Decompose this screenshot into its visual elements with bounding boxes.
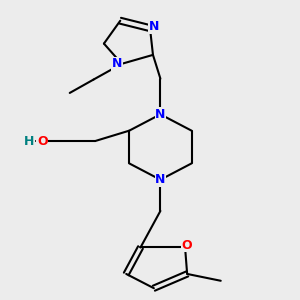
- Text: N: N: [155, 173, 166, 186]
- Text: N: N: [112, 57, 122, 70]
- Text: H: H: [24, 135, 34, 148]
- Text: O: O: [37, 135, 48, 148]
- Text: N: N: [148, 20, 159, 33]
- Text: O: O: [181, 238, 192, 252]
- Text: N: N: [155, 108, 166, 121]
